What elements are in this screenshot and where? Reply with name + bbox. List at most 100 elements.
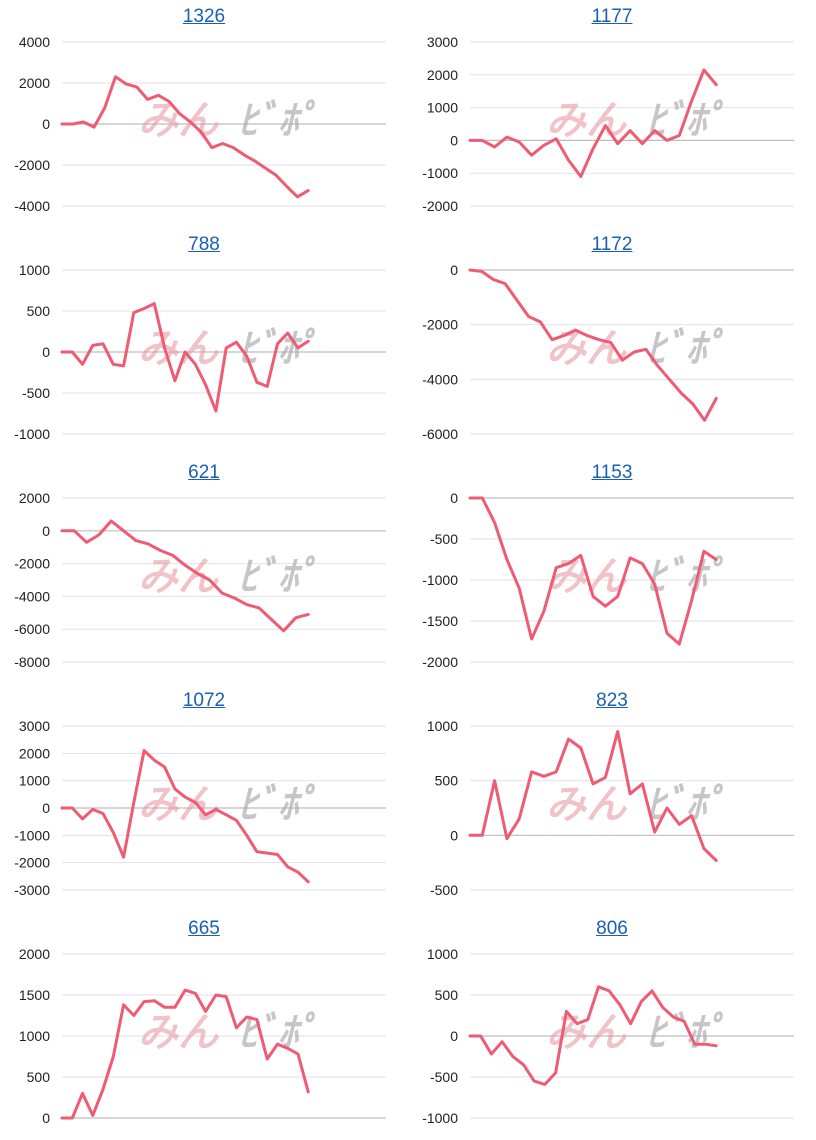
y-tick-label: 0 [450,132,458,148]
y-tick-label: 0 [450,262,458,278]
watermark-logo-left: みん [138,326,220,372]
chart-panel: 3000 2000 1000 0 -1000 -2000 みん ﾋﾞﾎﾟ 1177 [408,0,816,228]
watermark-logo-right: ﾋﾞﾎﾟ [646,1010,726,1056]
chart-panel: 1000 500 0 -500 -1000 みん ﾋﾞﾎﾟ 788 [0,228,408,456]
y-tick-label: 2000 [19,490,50,506]
y-tick-label: 500 [27,1069,51,1085]
y-tick-label: -500 [22,385,50,401]
chart-title-link[interactable]: 1153 [591,462,633,483]
y-tick-label: -4000 [14,198,50,214]
y-tick-label: 0 [450,1028,458,1044]
y-tick-label: -6000 [14,621,50,637]
y-tick-label: 0 [42,1110,50,1126]
y-tick-label: 500 [435,773,459,789]
y-tick-label: -2000 [422,198,458,214]
watermark-logo-left: みん [138,1010,220,1056]
chart-panel: 4000 2000 0 -2000 -4000 みん ﾋﾞﾎﾟ 1326 [0,0,408,228]
y-tick-label: 1000 [427,718,458,734]
y-tick-label: -2000 [14,855,50,871]
y-tick-label: 1000 [427,100,458,116]
y-tick-label: 500 [27,303,51,319]
y-tick-label: 2000 [19,75,50,91]
chart-panel: 1000 500 0 -500 みん ﾋﾞﾎﾟ 823 [408,684,816,912]
chart-title-link[interactable]: 788 [188,234,220,255]
y-tick-label: -2000 [14,556,50,572]
y-tick-label: 3000 [19,718,50,734]
y-tick-label: 1000 [19,1028,50,1044]
y-tick-label: 0 [450,490,458,506]
series-line [468,68,718,178]
y-tick-label: -500 [430,531,458,547]
chart-title-link[interactable]: 806 [596,918,628,939]
y-tick-label: 2000 [427,67,458,83]
series-line [468,985,718,1086]
watermark-logo-left: みん [546,98,628,144]
chart-panel: 3000 2000 1000 0 -1000 -2000 -3000 みん ﾋﾞﾎﾟ 1072 [0,684,408,912]
y-tick-label: 0 [42,344,50,360]
series-line [60,749,310,884]
y-tick-label: 500 [435,987,459,1003]
chart-panel: 0 -500 -1000 -1500 -2000 みん ﾋﾞﾎﾟ 1153 [408,456,816,684]
series-line [60,519,310,633]
watermark-logo-left: みん [138,782,220,828]
series-line [468,730,718,862]
chart-title-link[interactable]: 1326 [182,6,226,27]
y-tick-label: 2000 [19,745,50,761]
y-tick-label: 1000 [19,773,50,789]
chart-title-link[interactable]: 823 [596,690,628,711]
y-tick-label: -4000 [14,588,50,604]
series-line [468,496,718,646]
watermark-logo-right: ﾋﾞﾎﾟ [238,98,318,144]
y-tick-label: -1000 [14,426,50,442]
line-chart: 3000 2000 1000 0 -1000 -2000 -3000 みん ﾋﾞﾎﾟ [14,718,386,898]
watermark-logo-left: みん [546,782,628,828]
chart-title-link[interactable]: 621 [188,462,220,483]
y-tick-label: -3000 [14,882,50,898]
y-tick-label: 0 [42,800,50,816]
chart-title-link[interactable]: 1172 [591,234,633,255]
chart-panel: 2000 1500 1000 500 0 みん ﾋﾞﾎﾟ 665 [0,912,408,1140]
chart-title-link[interactable]: 1177 [591,6,633,27]
chart-title-link[interactable]: 665 [188,918,220,939]
y-tick-label: -8000 [14,654,50,670]
y-tick-label: -1500 [422,613,458,629]
y-tick-label: -2000 [422,654,458,670]
series-line [60,302,310,413]
watermark-logo-left: みん [138,98,220,144]
watermark-logo-right: ﾋﾞﾎﾟ [238,554,318,600]
y-tick-label: 3000 [427,34,458,50]
watermark-logo-right: ﾋﾞﾎﾟ [238,782,318,828]
series-line [60,988,310,1120]
y-tick-label: 0 [450,827,458,843]
y-tick-label: 0 [42,523,50,539]
y-tick-label: 1000 [427,946,458,962]
watermark-logo-right: ﾋﾞﾎﾟ [646,326,726,372]
y-tick-label: 4000 [19,34,50,50]
y-tick-label: -6000 [422,426,458,442]
y-tick-label: 0 [42,116,50,132]
y-tick-label: -2000 [14,157,50,173]
y-tick-label: -500 [430,882,458,898]
y-tick-label: 1000 [19,262,50,278]
series-line [60,75,310,199]
y-tick-label: -1000 [422,165,458,181]
y-tick-label: -2000 [422,317,458,333]
y-tick-label: -1000 [422,1110,458,1126]
chart-panel: 1000 500 0 -500 -1000 みん ﾋﾞﾎﾟ 806 [408,912,816,1140]
y-tick-label: 1500 [19,987,50,1003]
y-tick-label: -500 [430,1069,458,1085]
line-chart: 4000 2000 0 -2000 -4000 みん ﾋﾞﾎﾟ [14,34,386,214]
y-tick-label: -4000 [422,371,458,387]
y-tick-label: 2000 [19,946,50,962]
series-line [468,268,718,422]
chart-title-link[interactable]: 1072 [182,690,226,711]
